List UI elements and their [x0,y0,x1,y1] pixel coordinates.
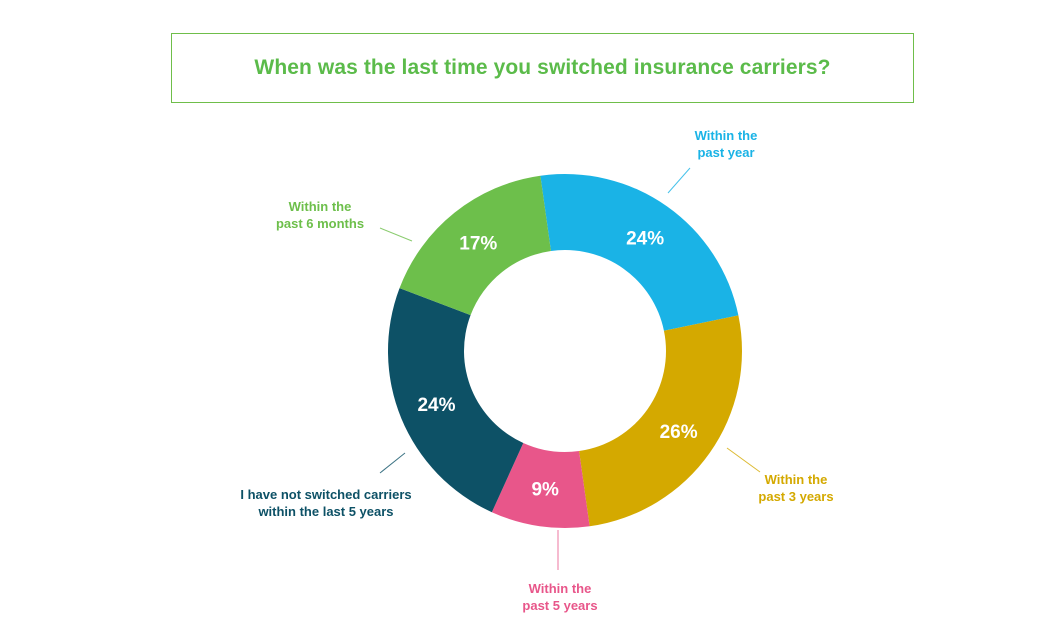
leader-line [667,167,691,194]
donut-slice [491,442,590,528]
donut-slice [399,175,551,316]
donut-slice [388,288,524,513]
category-label: Within the past 3 years [758,472,833,504]
category-label: Within the past 6 months [276,199,364,231]
chart-title-box: When was the last time you switched insu… [171,33,914,103]
leader-line [379,452,406,474]
slice-value-label: 24% [626,228,664,249]
leader-line [379,227,413,242]
donut-slice [540,174,739,331]
slice-value-label: 17% [459,233,497,254]
category-label: Within the past 5 years [522,581,597,613]
leader-line [726,447,761,473]
slice-value-label: 9% [531,480,559,501]
slice-value-label: 24% [417,395,455,416]
slice-value-label: 26% [660,422,698,443]
donut-slice [579,315,742,527]
chart-title: When was the last time you switched insu… [254,56,831,79]
category-label: I have not switched carriers within the l… [240,487,411,519]
category-label: Within the past year [695,128,758,160]
